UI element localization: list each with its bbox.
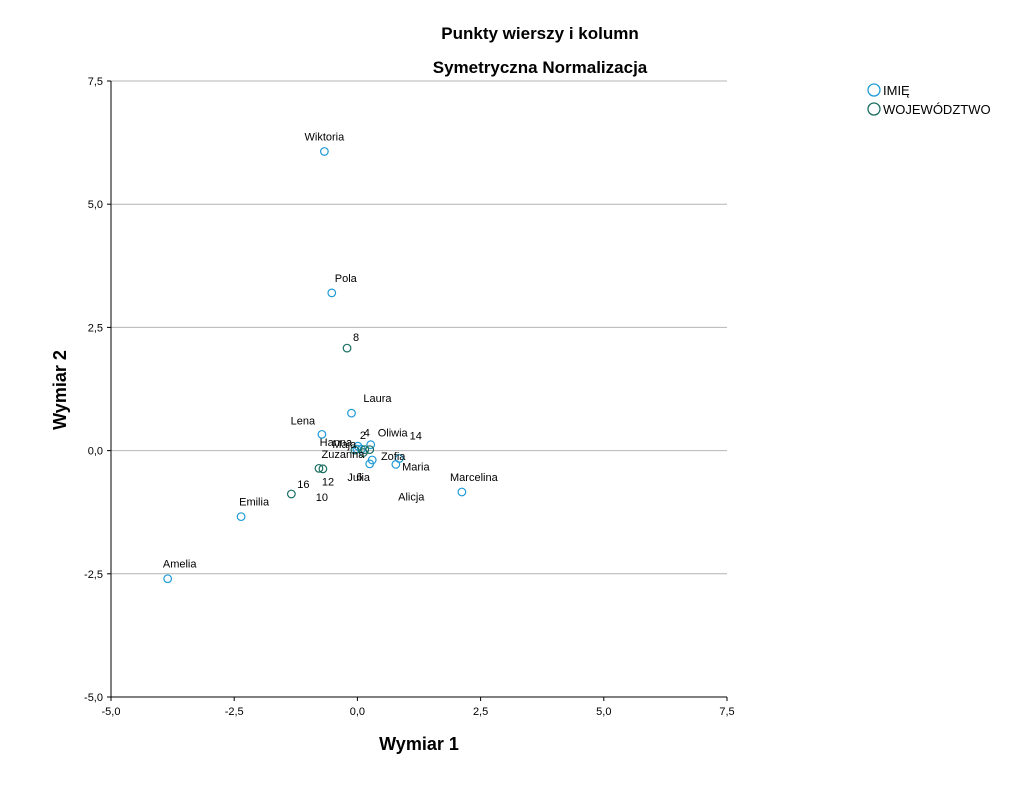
tick-labels: -5,0 -2,5 0,0 2,5 5,0 7,5 -5,0 -2,5 0,0 2,5 5,0 7,5 (84, 76, 735, 718)
point-label-zofia: Zofia (381, 451, 406, 463)
point-amelia (163, 574, 173, 584)
point-label-wiktoria: Wiktoria (305, 131, 346, 143)
point-labels: Wiktoria Pola Laura Lena Maja Oliwia Hanna Zofi… (163, 131, 499, 570)
x-tick-label: -5,0 (102, 706, 121, 718)
chart-title: Punkty wierszy i kolumn (441, 24, 638, 43)
axes (107, 80, 728, 701)
point-pola (327, 288, 337, 298)
data-points (163, 147, 467, 584)
legend: IMIĘ WOJEWÓDZTWO (867, 83, 991, 117)
y-tick-label: 0,0 (88, 446, 103, 458)
point-oliwia (366, 440, 376, 450)
point-lena (317, 429, 327, 439)
y-tick-label: -5,0 (84, 692, 103, 704)
point-2 (350, 445, 360, 455)
point-laura (347, 408, 356, 418)
point-label-12: 12 (322, 476, 334, 488)
grid-lines (111, 80, 727, 575)
x-tick-label: 5,0 (596, 706, 611, 718)
point-label-zuzanna: Zuzanna (322, 449, 366, 461)
x-tick-label: -2,5 (225, 706, 244, 718)
point-marcelina (457, 487, 467, 497)
point-label-hanna: Hanna (320, 437, 353, 449)
point-10 (318, 464, 328, 474)
point-label-laura: Laura (363, 393, 392, 405)
legend-label-wojewodztwo: WOJEWÓDZTWO (883, 102, 991, 117)
legend-marker-wojewodztwo (867, 102, 881, 116)
point-label-10: 10 (316, 492, 328, 504)
point-julia (365, 459, 375, 469)
point-label-16: 16 (297, 479, 309, 491)
point-label-2: 2 (360, 430, 366, 442)
x-axis-title: Wymiar 1 (379, 734, 459, 754)
x-tick-label: 7,5 (719, 706, 734, 718)
point-label-marcelina: Marcelina (450, 472, 499, 484)
point-label-4: 4 (364, 428, 370, 440)
point-6 (358, 448, 368, 457)
y-tick-label: 5,0 (88, 199, 103, 211)
y-axis-title: Wymiar 2 (50, 350, 70, 430)
point-8 (342, 343, 352, 353)
point-label-6: 6 (356, 472, 362, 484)
point-12 (314, 463, 324, 473)
point-label-alicja: Alicja (398, 491, 425, 503)
legend-label-imie: IMIĘ (883, 83, 910, 98)
y-tick-label: 2,5 (88, 322, 103, 334)
point-label-8: 8 (353, 332, 359, 344)
chart-subtitle: Symetryczna Normalizacja (433, 58, 648, 77)
point-label-14: 14 (410, 431, 422, 443)
y-tick-label: 7,5 (88, 76, 103, 88)
point-label-oliwia: Oliwia (378, 428, 409, 440)
point-wiktoria (319, 147, 329, 156)
point-emilia (236, 512, 246, 522)
point-label-julia: Julia (347, 472, 371, 484)
point-label-emilia: Emilia (239, 497, 270, 509)
legend-marker-imie (867, 83, 881, 97)
point-label-amelia: Amelia (163, 559, 198, 571)
point-label-maja: Maja (332, 439, 357, 451)
point-label-pola: Pola (335, 273, 358, 285)
point-label-lena: Lena (291, 415, 316, 427)
legend-item-imie: IMIĘ (867, 83, 910, 98)
y-tick-label: -2,5 (84, 569, 103, 581)
legend-item-wojewodztwo: WOJEWÓDZTWO (867, 102, 991, 117)
x-tick-label: 2,5 (473, 706, 488, 718)
x-tick-label: 0,0 (350, 706, 365, 718)
point-label-maria: Maria (402, 461, 430, 473)
point-16 (286, 489, 296, 499)
point-maria (391, 459, 401, 469)
